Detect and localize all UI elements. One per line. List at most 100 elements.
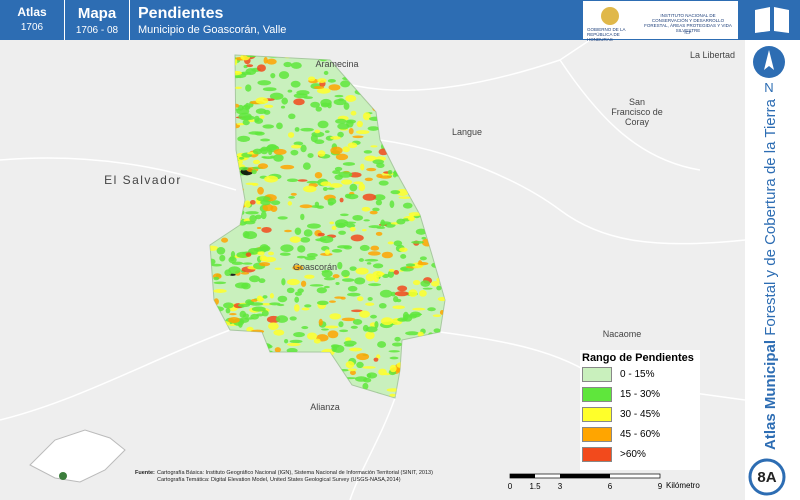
slope-patch [290, 80, 301, 88]
slope-patch [389, 364, 397, 373]
place-labels: Aramecina La Libertad Langue San Francisco d… [104, 50, 735, 412]
slope-patch [277, 295, 288, 303]
slope-patch [329, 313, 342, 320]
scale-tick-label: 6 [608, 482, 613, 491]
slope-patch [237, 303, 251, 308]
scale-unit: Kilómetros [666, 481, 700, 490]
slope-patch [343, 102, 350, 110]
slope-patch [270, 200, 281, 206]
slope-patch [343, 340, 357, 346]
slope-patch [349, 266, 357, 271]
slope-patch [350, 110, 357, 116]
slope-patch [259, 255, 268, 262]
slope-patch [320, 181, 332, 187]
logo-acronym: ICF [684, 30, 692, 35]
slope-patch [414, 313, 423, 316]
slope-patch [256, 196, 271, 202]
slope-patch [421, 236, 427, 240]
slope-patch [400, 253, 407, 259]
slope-patch [252, 159, 261, 165]
slope-patch [269, 92, 284, 100]
slope-patch [340, 80, 351, 88]
slope-patch [286, 278, 300, 286]
slope-patch [255, 214, 262, 220]
slope-patch [356, 361, 364, 369]
legend: Rango de Pendientes 0 - 15% 15 - 30% 30 - … [580, 350, 700, 470]
slope-patch [281, 278, 286, 286]
slope-patch [211, 263, 223, 267]
slope-patch [363, 150, 373, 154]
slope-patch [347, 285, 358, 292]
slope-patch [402, 202, 413, 209]
slope-patch [245, 182, 256, 186]
slope-patch [262, 124, 275, 129]
slope-patch [380, 221, 392, 225]
slope-patch [306, 223, 321, 229]
slope-patch [310, 134, 318, 143]
slope-patch [310, 101, 320, 108]
slope-patch [362, 377, 372, 383]
slope-patch [316, 88, 331, 94]
slope-patch [341, 278, 355, 282]
slope-patch [292, 265, 304, 271]
slope-patch [290, 192, 297, 196]
slope-patch [358, 183, 366, 192]
slope-patch [407, 214, 416, 222]
slope-patch [268, 148, 273, 156]
slope-patch [392, 305, 405, 310]
slope-patch [254, 118, 264, 124]
slope-patch [373, 357, 379, 362]
scale-tick-label: 0 [508, 482, 513, 491]
slope-patch [234, 86, 243, 90]
slope-patch [370, 245, 380, 251]
slope-patch [290, 62, 302, 69]
slope-patch [362, 382, 369, 390]
source-line: Cartografía Temática: Digital Elevation … [157, 477, 401, 483]
slope-patch [301, 307, 310, 311]
slope-patch [246, 64, 254, 68]
slope-patch [339, 213, 349, 217]
atlas-vertical: Atlas Municipal Forestal y de Cobertura … [762, 98, 779, 450]
slope-patch [387, 241, 394, 245]
slope-patch [257, 80, 272, 86]
place-label: Nacaome [603, 329, 642, 339]
slope-patch [359, 310, 371, 318]
slope-patch [230, 251, 236, 259]
slope-patch [335, 282, 340, 286]
legend-title: Rango de Pendientes [582, 352, 694, 364]
slope-patch [314, 201, 320, 207]
legend-swatch [582, 446, 612, 462]
slope-patch [330, 146, 343, 155]
legend-swatch [582, 426, 612, 442]
slope-patch [375, 199, 383, 206]
slope-patch [377, 272, 385, 276]
slope-patch [225, 307, 231, 314]
slope-patch [320, 98, 332, 107]
slope-patch [250, 298, 258, 302]
slope-patch [417, 331, 424, 338]
slope-patch [240, 272, 250, 275]
slope-patch [270, 155, 275, 158]
scale-bar: 0 1.5 3 6 9Kilómetros [508, 473, 700, 491]
slope-patch [394, 291, 409, 297]
slope-patch [399, 247, 408, 252]
slope-patch [372, 263, 384, 269]
slope-patch [396, 189, 409, 196]
slope-patch [417, 261, 429, 266]
slope-patch [309, 284, 324, 287]
boundaries [0, 40, 745, 500]
slope-patch [294, 227, 302, 235]
slope-patch [288, 113, 296, 120]
slope-patch [287, 132, 295, 138]
slope-patch [372, 207, 380, 212]
slope-patch [300, 144, 307, 153]
slope-patch [238, 320, 243, 328]
slope-patch [347, 292, 361, 297]
slope-patch [238, 166, 249, 171]
slope-patch [251, 306, 266, 312]
slope-patch [287, 89, 293, 93]
slope-patch [393, 240, 403, 247]
slope-patch [304, 256, 316, 261]
place-label: La Libertad [690, 50, 735, 60]
slope-patch [343, 245, 353, 250]
